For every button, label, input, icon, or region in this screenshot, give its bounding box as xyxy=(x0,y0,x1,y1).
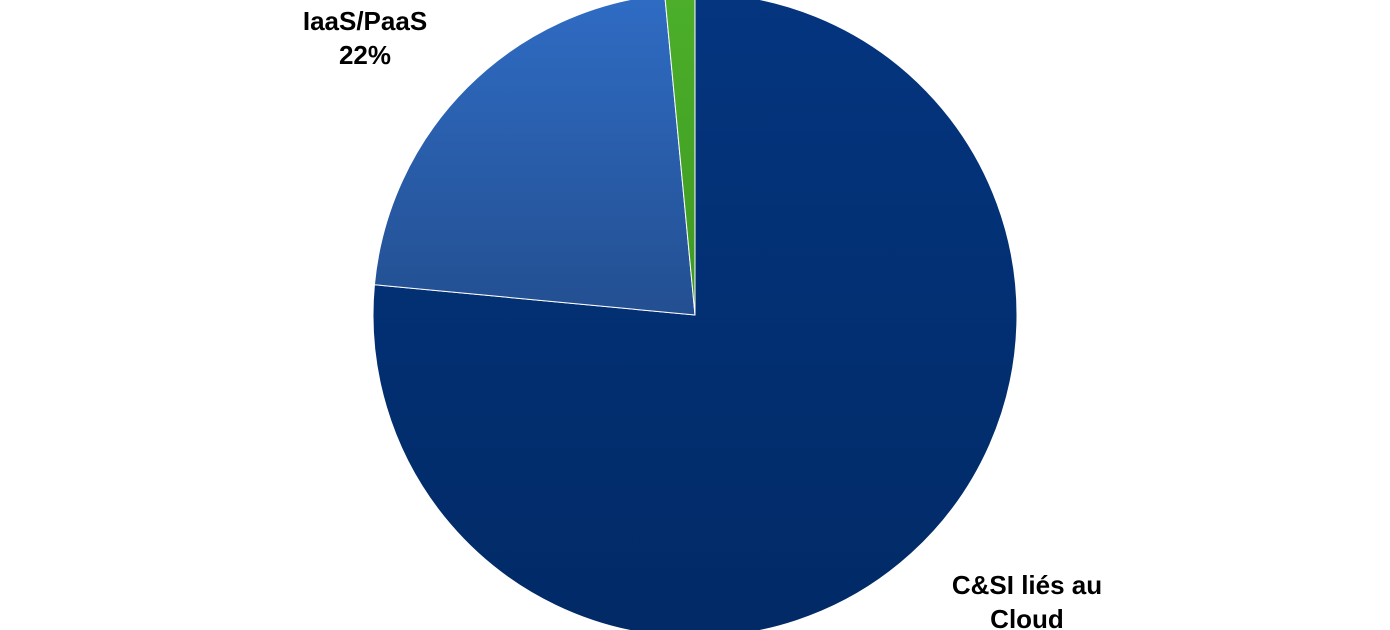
slice-label-1: IaaS/PaaS 22% xyxy=(303,6,427,70)
slice-labels: C&SI liés au Cloud IaaS/PaaS 22% xyxy=(303,6,1102,630)
slice-label-0: C&SI liés au Cloud xyxy=(952,570,1102,630)
slice-label-1-line-0: IaaS/PaaS xyxy=(303,6,427,36)
pie-slices xyxy=(372,0,1018,630)
pie-slice-2 xyxy=(664,0,696,316)
pie-slice-1 xyxy=(373,0,696,316)
slice-label-1-line-1: 22% xyxy=(339,40,391,70)
slice-label-0-line-1: Cloud xyxy=(990,604,1064,630)
slice-label-0-line-0: C&SI liés au xyxy=(952,570,1102,600)
